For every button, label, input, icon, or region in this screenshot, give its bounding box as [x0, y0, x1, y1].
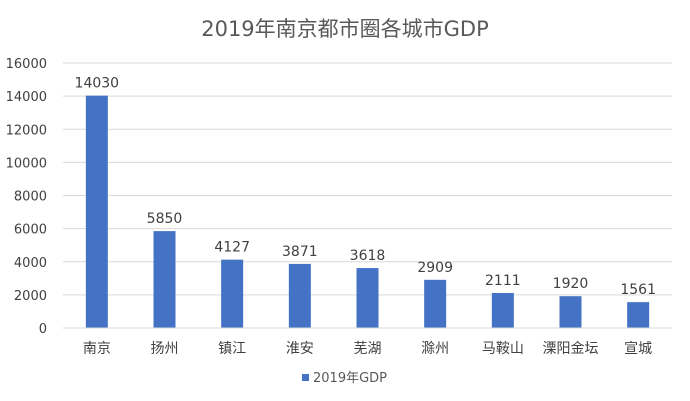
y-tick-label: 0 — [39, 322, 47, 337]
data-label: 14030 — [75, 76, 120, 92]
x-tick-label: 溧阳金坛 — [543, 341, 599, 357]
y-axis-ticks: 0 2000 4000 6000 8000 10000 12000 14000 16000 — [6, 57, 47, 337]
x-tick-label: 南京 — [83, 341, 111, 357]
bar-4 — [288, 263, 311, 328]
x-tick-label: 扬州 — [151, 341, 179, 357]
y-tick-label: 6000 — [14, 223, 47, 238]
data-label: 2111 — [485, 273, 521, 289]
x-tick-label: 宣城 — [624, 341, 652, 357]
bar-7 — [491, 293, 514, 328]
y-tick-label: 16000 — [6, 57, 47, 72]
y-tick-label: 2000 — [14, 289, 47, 304]
x-tick-label: 淮安 — [286, 341, 314, 357]
data-label: 1561 — [620, 282, 656, 298]
y-tick-label: 8000 — [14, 190, 47, 205]
data-label: 1920 — [553, 276, 589, 292]
data-label: 3618 — [350, 248, 386, 264]
bar-1 — [85, 95, 108, 328]
x-tick-label: 马鞍山 — [482, 341, 524, 357]
y-tick-label: 4000 — [14, 256, 47, 271]
bar-5 — [356, 268, 379, 328]
bar-series — [85, 95, 650, 328]
bar-2 — [153, 231, 176, 328]
data-label: 3871 — [282, 244, 318, 260]
bar-3 — [221, 259, 244, 328]
bar-8 — [559, 296, 582, 328]
x-tick-label: 镇江 — [218, 341, 246, 357]
bar-9 — [627, 302, 650, 328]
data-labels: 14030 5850 4127 3871 3618 2909 2111 1920 1561 — [75, 76, 656, 299]
x-axis-ticks: 南京 扬州 镇江 淮安 芜湖 滁州 马鞍山 溧阳金坛 宣城 — [83, 340, 652, 357]
legend-swatch — [302, 374, 309, 381]
legend: 2019年GDP — [302, 371, 387, 386]
y-tick-label: 10000 — [6, 156, 47, 171]
x-tick-label: 滁州 — [421, 341, 449, 357]
y-tick-label: 14000 — [6, 90, 47, 105]
data-label: 2909 — [417, 260, 453, 276]
legend-label: 2019年GDP — [313, 371, 387, 386]
chart-title: 2019年南京都市圈各城市GDP — [201, 17, 489, 41]
x-tick-label: 芜湖 — [354, 340, 382, 357]
bar-6 — [424, 279, 447, 328]
data-label: 4127 — [214, 240, 250, 256]
y-tick-label: 12000 — [6, 123, 47, 138]
data-label: 5850 — [147, 211, 183, 227]
